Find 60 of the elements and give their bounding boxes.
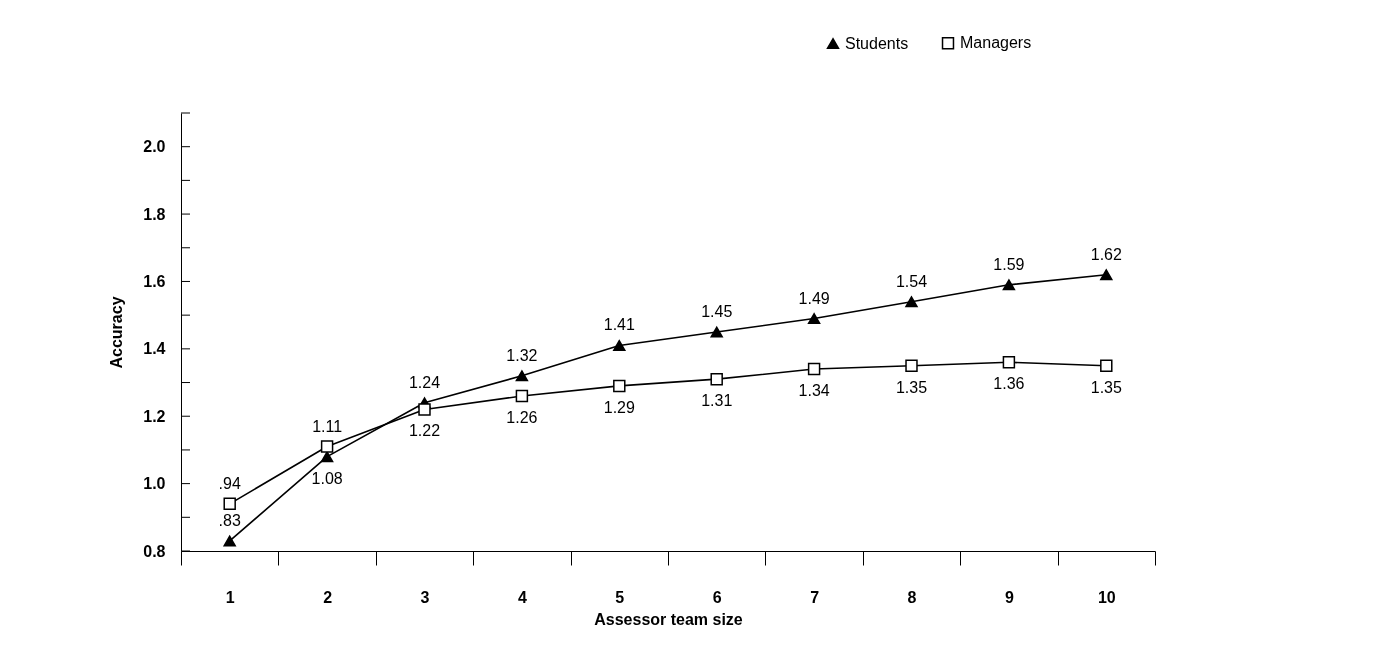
y-tick-label: 1.2 <box>143 407 166 425</box>
point <box>223 497 236 511</box>
legend-label: Students <box>845 34 909 52</box>
x-tick-label: 9 <box>1004 588 1014 606</box>
data-label: 1.35 <box>895 378 928 396</box>
point <box>807 362 821 376</box>
point <box>515 389 529 403</box>
point <box>223 535 236 547</box>
point <box>1100 359 1113 372</box>
point <box>1002 356 1016 369</box>
y-tick-label: 0.8 <box>143 542 166 560</box>
point <box>1100 269 1113 281</box>
point <box>905 359 918 372</box>
point <box>515 370 529 382</box>
data-label: 1.08 <box>311 469 343 487</box>
x-tick-label: 1 <box>225 588 235 606</box>
point <box>418 403 431 416</box>
data-label: .83 <box>218 511 241 529</box>
data-label: 1.24 <box>408 373 441 391</box>
data-label: 1.62 <box>1090 245 1122 263</box>
point <box>613 379 626 393</box>
data-label: 1.54 <box>895 272 928 290</box>
x-axis-title: Assessor team size <box>594 610 743 628</box>
data-label: 1.59 <box>993 255 1025 273</box>
data-label: .94 <box>218 474 241 492</box>
x-tick-label: 4 <box>517 588 527 606</box>
data-label: 1.49 <box>798 289 830 307</box>
data-label: 1.31 <box>701 392 733 410</box>
x-tick-label: 7 <box>810 588 820 606</box>
point <box>320 451 334 463</box>
data-label: 1.22 <box>408 422 441 440</box>
legend-label: Managers <box>960 34 1032 52</box>
y-axis-title: Accuracy <box>108 296 126 369</box>
x-tick-label: 8 <box>907 588 917 606</box>
data-label: 1.35 <box>1090 378 1122 396</box>
point <box>613 339 626 351</box>
y-tick-label: 1.6 <box>143 272 166 290</box>
x-tick-label: 5 <box>615 588 625 606</box>
y-tick-label: 1.8 <box>143 205 166 223</box>
x-tick-label: 3 <box>420 588 430 606</box>
data-label: 1.32 <box>506 346 538 364</box>
data-label: 1.26 <box>506 409 538 427</box>
data-label: 1.36 <box>993 375 1025 393</box>
x-tick-label: 6 <box>712 588 722 606</box>
point <box>710 372 723 386</box>
x-tick-label: 10 <box>1097 588 1116 606</box>
data-label: 1.11 <box>312 417 343 435</box>
point <box>320 440 334 453</box>
data-label: 1.34 <box>798 382 830 400</box>
point <box>905 296 918 308</box>
y-tick-label: 2.0 <box>143 138 166 156</box>
data-label: 1.41 <box>603 316 635 334</box>
point <box>1002 279 1016 291</box>
point <box>807 313 821 325</box>
data-label: 1.29 <box>603 398 635 416</box>
data-label: 1.45 <box>701 303 733 320</box>
x-tick-label: 2 <box>323 588 333 606</box>
point <box>710 326 723 338</box>
y-tick-label: 1.0 <box>143 475 166 493</box>
y-tick-label: 1.4 <box>143 340 166 358</box>
